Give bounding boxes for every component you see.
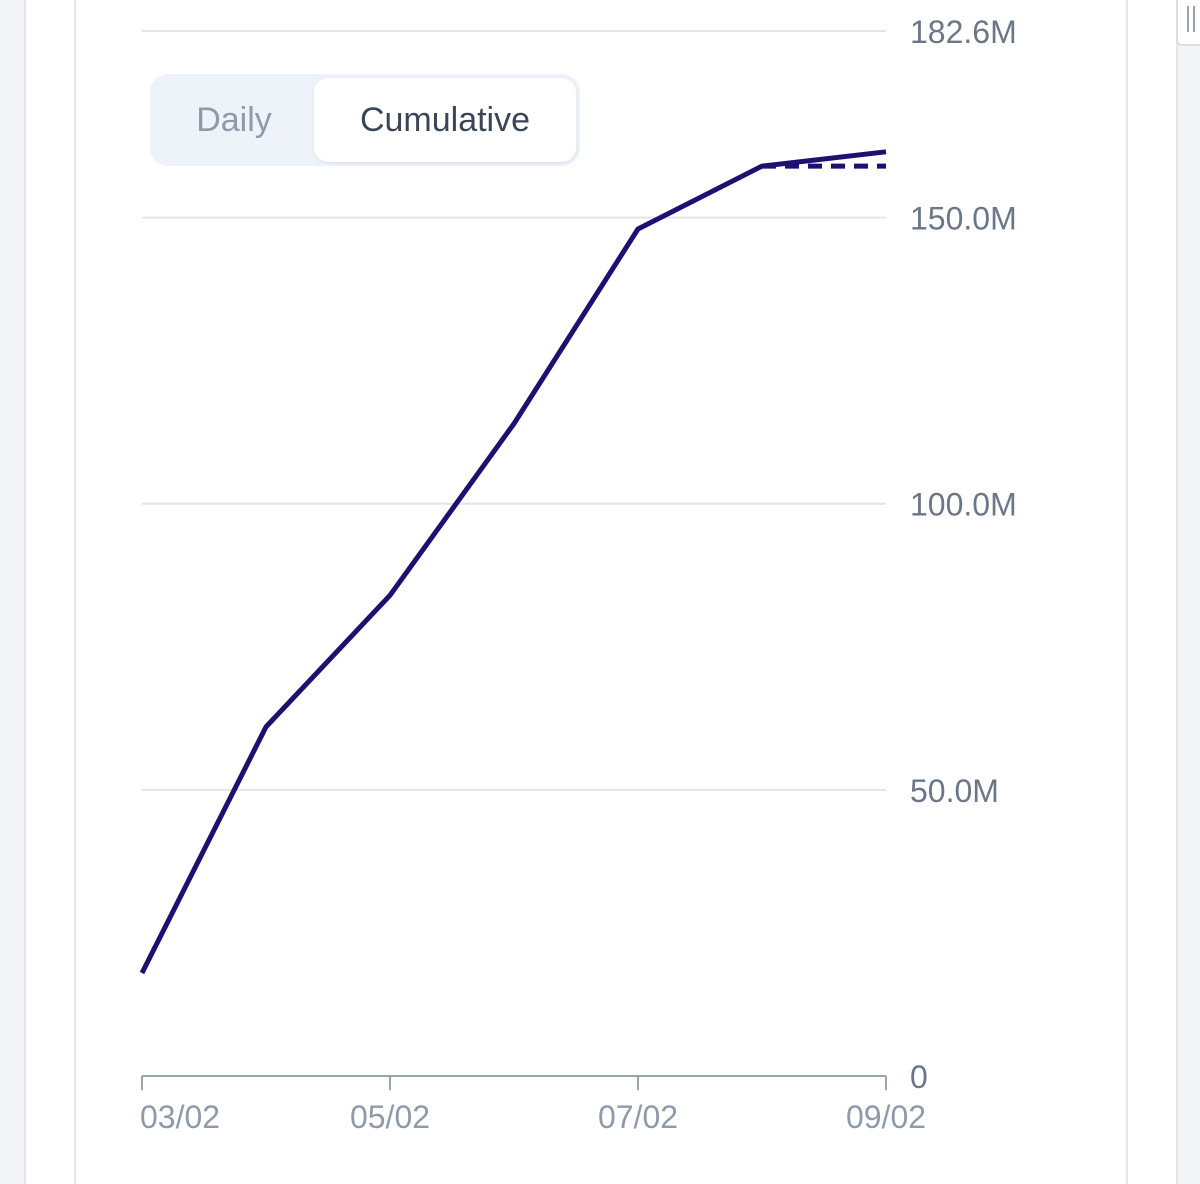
x-tick-label: 05/02 [350, 1099, 430, 1135]
x-tick-label: 07/02 [598, 1099, 678, 1135]
y-tick-label: 50.0M [910, 773, 999, 809]
y-tick-label: 100.0M [910, 487, 1017, 523]
x-tick-label: 09/02 [846, 1099, 926, 1135]
toggle-cumulative[interactable]: Cumulative [314, 78, 576, 162]
x-tick-label: 03/02 [140, 1099, 220, 1135]
toggle-daily[interactable]: Daily [196, 100, 272, 139]
y-tick-label: 150.0M [910, 201, 1017, 237]
view-toggle: Daily Cumulative [150, 74, 580, 166]
y-tick-label: 0 [910, 1059, 928, 1095]
scrollbar-handle[interactable] [1176, 0, 1200, 46]
series-line-cumulative [139, 149, 887, 975]
chart-card [74, 0, 1128, 1184]
grip-icon [1187, 6, 1195, 32]
y-tick-label: 182.6M [910, 14, 1017, 50]
